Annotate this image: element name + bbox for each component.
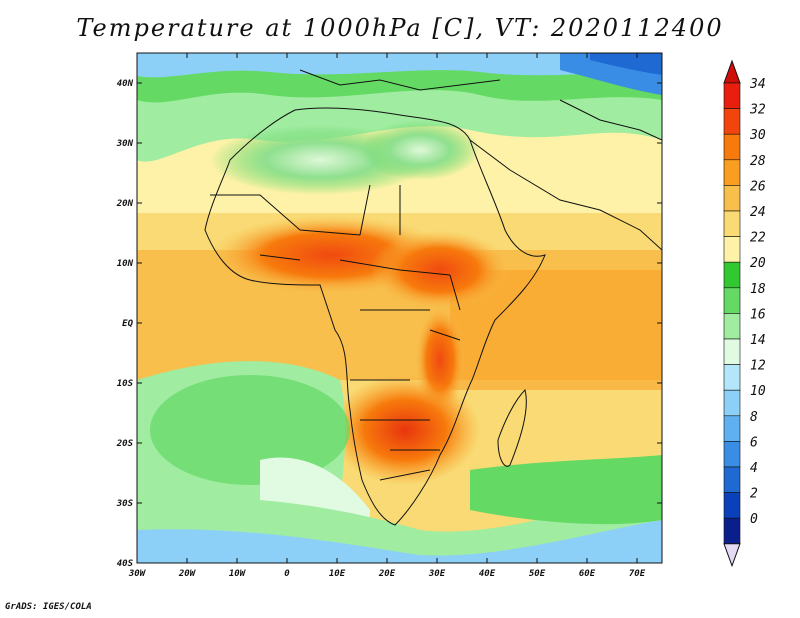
colorbar-swatch (723, 441, 741, 468)
colorbar-swatch (723, 466, 741, 493)
colorbar-label: 26 (750, 179, 766, 194)
lat-tick-label: 30S (116, 499, 134, 509)
colorbar-label: 8 (750, 410, 758, 425)
colorbar-swatch (723, 261, 741, 289)
lon-tick-label: 20E (378, 569, 396, 579)
lon-tick-label: 60E (579, 569, 596, 579)
colorbar-label: 22 (750, 231, 766, 246)
lon-tick-label: 30E (428, 569, 446, 579)
lon-tick-label: 40E (479, 569, 496, 579)
lon-tick-label: 10W (229, 569, 247, 579)
colorbar-swatch (723, 159, 741, 186)
lon-tick-label: 50E (529, 569, 546, 579)
lon-tick-label: 70E (629, 569, 646, 579)
colorbar-swatch (723, 517, 741, 545)
temperature-field (137, 53, 662, 563)
colorbar-label: 32 (749, 103, 766, 118)
colorbar-label: 14 (750, 333, 766, 348)
colorbar-label: 18 (750, 282, 766, 297)
colorbar-label: 2 (750, 487, 758, 502)
credit-text: GrADS: IGES/COLA (5, 602, 92, 612)
colorbar-label: 20 (750, 256, 766, 271)
lon-tick-label: 10E (329, 569, 346, 579)
lat-tick-label: 40N (117, 79, 134, 89)
colorbar-swatch (723, 389, 741, 417)
colorbar-swatch (723, 185, 741, 212)
lat-tick-label: 10N (117, 259, 134, 269)
colorbar-bottom-arrow (723, 543, 741, 568)
colorbar-swatch (723, 210, 741, 237)
lon-tick-label: 20W (178, 569, 197, 579)
colorbar-swatch (723, 415, 741, 442)
colorbar-swatch (723, 338, 741, 365)
colorbar-label: 16 (750, 307, 766, 322)
colorbar-label: 24 (750, 205, 766, 220)
colorbar-label: 0 (750, 512, 758, 527)
colorbar-label: 6 (750, 435, 758, 450)
colorbar-swatch (723, 133, 741, 161)
colorbar-swatch (723, 313, 741, 340)
lat-tick-label: 30N (116, 139, 134, 149)
lat-tick-label: 10S (117, 379, 134, 389)
colorbar-swatch (723, 364, 741, 391)
colorbar-label: 10 (750, 384, 766, 399)
colorbar-label: 30 (749, 128, 766, 143)
map-axes: 30W 20W 10W 0 10E 20E 30E 40E 50E 60E 70E 40N 30N 20N… (116, 53, 662, 579)
map-title: Temperature at 1000hPa [C], VT: 20201124… (76, 14, 724, 42)
lat-tick-label: EQ (122, 319, 133, 329)
lon-tick-label: 30W (128, 569, 147, 579)
colorbar-swatch (723, 492, 741, 519)
colorbar-label: 34 (749, 77, 766, 92)
lat-tick-label: 20S (116, 439, 134, 449)
colorbar-label: 12 (750, 359, 766, 374)
colorbar-swatch (723, 82, 741, 109)
lat-tick-label: 20N (116, 199, 134, 209)
lat-tick-label: 40S (117, 559, 134, 569)
colorbar-label: 28 (750, 154, 766, 169)
colorbar-top-arrow (723, 59, 741, 84)
colorbar-swatch (723, 108, 741, 135)
colorbar-swatch (723, 287, 741, 314)
colorbar-label: 4 (750, 461, 758, 476)
colorbar-swatch (723, 236, 741, 263)
map-frame (136, 52, 663, 564)
lon-tick-label: 0 (284, 569, 290, 579)
